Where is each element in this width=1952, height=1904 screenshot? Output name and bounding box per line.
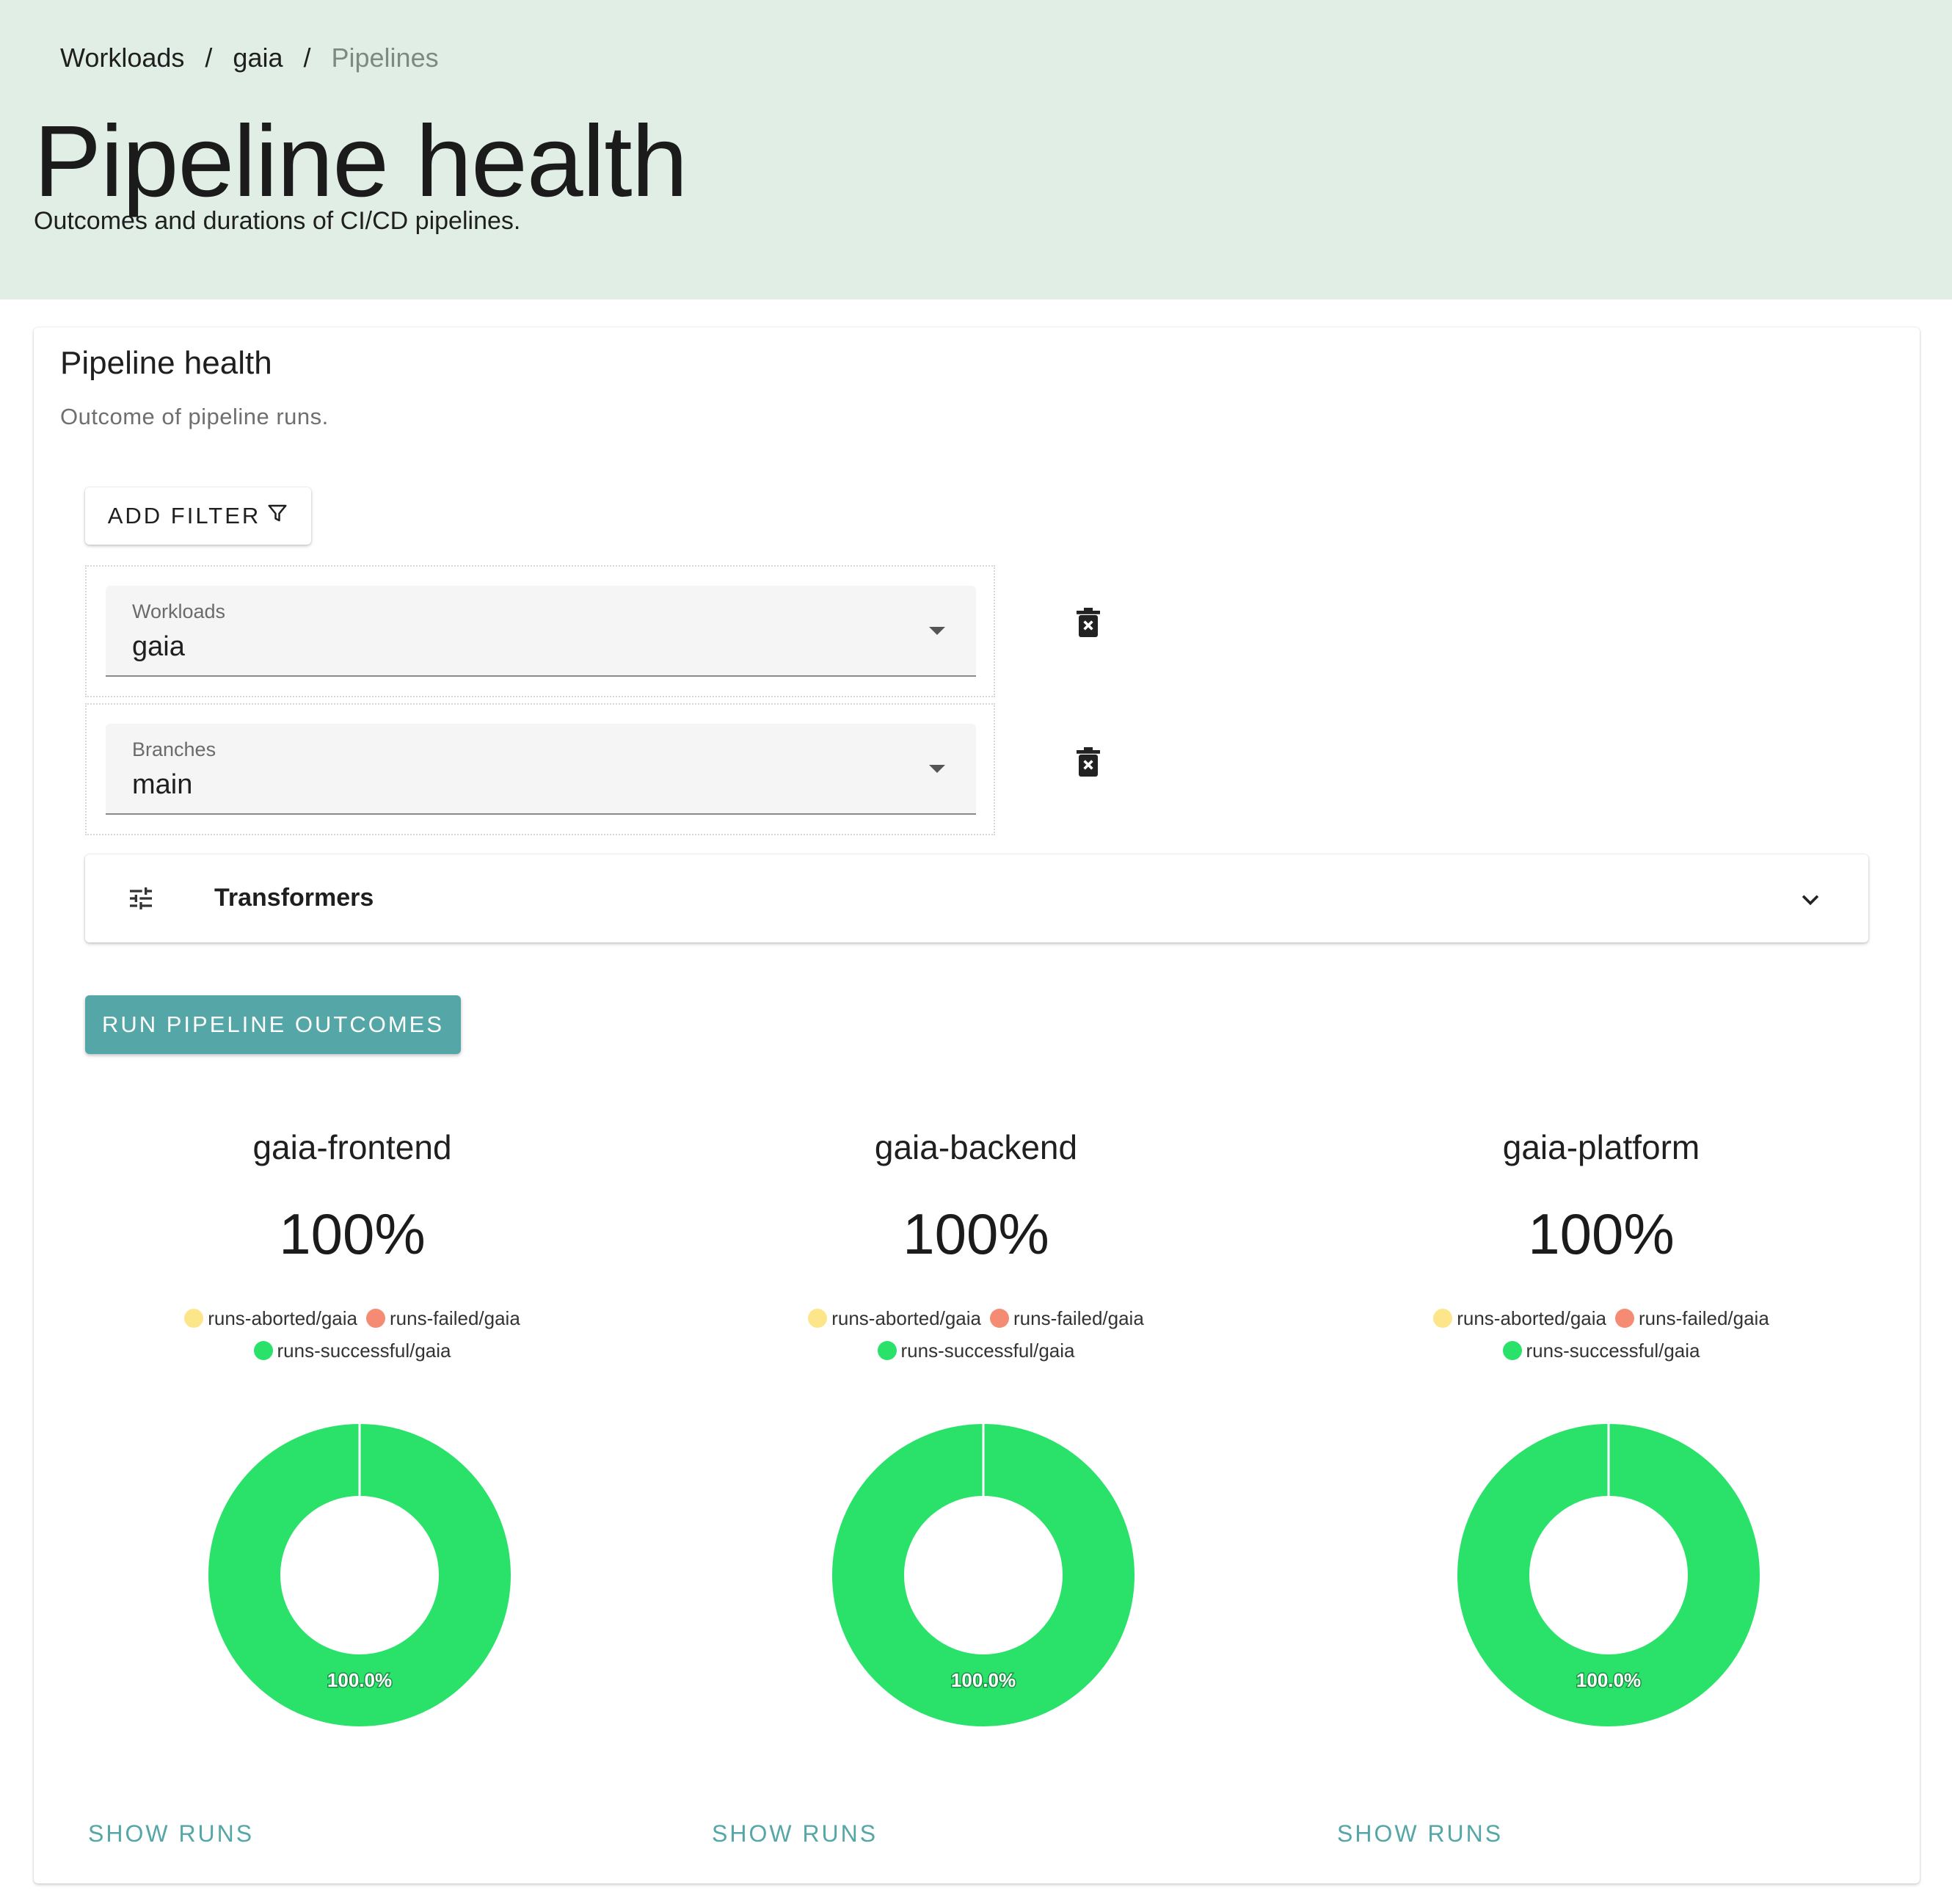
legend-swatch	[1502, 1341, 1522, 1360]
success-percentage: 100%	[279, 1202, 426, 1266]
add-filter-button[interactable]: ADD FILTER	[85, 487, 311, 545]
trash-icon	[1075, 606, 1101, 642]
pipeline-health-card: Pipeline health Outcome of pipeline runs…	[34, 327, 1920, 1883]
breadcrumb-separator: /	[303, 43, 311, 73]
legend-item[interactable]: runs-failed/gaia	[1615, 1304, 1769, 1333]
workloads-select[interactable]: Workloads gaia	[106, 586, 976, 677]
tune-icon	[126, 884, 156, 917]
slice-data-label: 100.0%	[951, 1669, 1016, 1691]
legend-item[interactable]: runs-failed/gaia	[366, 1304, 520, 1333]
breadcrumb-workloads[interactable]: Workloads	[60, 43, 185, 73]
show-runs-button[interactable]: SHOW RUNS	[1337, 1820, 1504, 1847]
donut-chart: 100.0%	[1457, 1424, 1760, 1726]
select-label: Workloads	[132, 600, 226, 622]
legend-label: runs-aborted/gaia	[1457, 1307, 1607, 1329]
delete-workloads-filter-button[interactable]	[1070, 603, 1107, 644]
chart-title: gaia-backend	[874, 1128, 1078, 1166]
chart-title: gaia-frontend	[252, 1128, 452, 1166]
transformers-label: Transformers	[214, 884, 374, 912]
chevron-down-icon	[1798, 887, 1823, 915]
legend-swatch	[253, 1341, 273, 1360]
breadcrumb-current: Pipelines	[331, 43, 439, 73]
slice-data-label: 100.0%	[327, 1669, 392, 1691]
page-subtitle: Outcomes and durations of CI/CD pipeline…	[34, 207, 521, 235]
donut-chart: 100.0%	[832, 1424, 1135, 1726]
legend-item[interactable]: runs-failed/gaia	[990, 1304, 1144, 1333]
success-percentage: 100%	[1528, 1202, 1675, 1266]
success-percentage: 100%	[903, 1202, 1049, 1266]
legend-label: runs-failed/gaia	[390, 1307, 520, 1329]
card-title: Pipeline health	[60, 345, 272, 381]
chart-legend: runs-aborted/gaia runs-failed/gaia runs-su…	[712, 1304, 1240, 1368]
select-value: gaia	[132, 631, 185, 662]
workloads-filter: Workloads gaia	[85, 565, 995, 697]
legend-swatch	[990, 1309, 1010, 1328]
outcome-panel: gaia-backend 100% runs-aborted/gaia runs-fa…	[712, 1127, 1336, 1876]
legend-swatch	[184, 1309, 204, 1328]
page-header: Workloads / gaia / Pipelines Pipeline he…	[0, 0, 1952, 299]
show-runs-button[interactable]: SHOW RUNS	[88, 1820, 255, 1847]
legend-label: runs-aborted/gaia	[208, 1307, 358, 1329]
legend-swatch	[1615, 1309, 1635, 1328]
legend-swatch	[1433, 1309, 1453, 1328]
legend-item[interactable]: runs-aborted/gaia	[1433, 1304, 1606, 1333]
legend-label: runs-successful/gaia	[277, 1340, 451, 1362]
branches-select[interactable]: Branches main	[106, 724, 976, 815]
caret-down-icon	[929, 627, 945, 635]
legend-swatch	[877, 1341, 897, 1360]
branches-filter: Branches main	[85, 703, 995, 835]
legend-label: runs-successful/gaia	[1526, 1340, 1700, 1362]
delete-branches-filter-button[interactable]	[1070, 743, 1107, 784]
outcome-panel: gaia-frontend 100% runs-aborted/gaia runs-f…	[88, 1127, 712, 1876]
chart-title: gaia-platform	[1502, 1128, 1700, 1166]
legend-item[interactable]: runs-aborted/gaia	[184, 1304, 357, 1333]
legend-label: runs-aborted/gaia	[831, 1307, 982, 1329]
legend-swatch	[808, 1309, 828, 1328]
legend-item[interactable]: runs-successful/gaia	[253, 1336, 451, 1365]
legend-label: runs-failed/gaia	[1013, 1307, 1144, 1329]
slice-data-label: 100.0%	[1576, 1669, 1641, 1691]
card-subtitle: Outcome of pipeline runs.	[60, 404, 329, 429]
caret-down-icon	[929, 765, 945, 773]
funnel-icon	[266, 502, 288, 530]
breadcrumb-gaia[interactable]: gaia	[233, 43, 283, 73]
breadcrumb: Workloads / gaia / Pipelines	[60, 43, 439, 73]
legend-swatch	[366, 1309, 386, 1328]
legend-label: runs-successful/gaia	[900, 1340, 1075, 1362]
breadcrumb-separator: /	[205, 43, 213, 73]
donut-chart: 100.0%	[208, 1424, 511, 1726]
select-value: main	[132, 769, 193, 800]
run-pipeline-outcomes-button[interactable]: RUN PIPELINE OUTCOMES	[85, 995, 461, 1054]
show-runs-button[interactable]: SHOW RUNS	[712, 1820, 878, 1847]
legend-label: runs-failed/gaia	[1639, 1307, 1769, 1329]
legend-item[interactable]: runs-successful/gaia	[877, 1336, 1075, 1365]
chart-legend: runs-aborted/gaia runs-failed/gaia runs-su…	[88, 1304, 616, 1368]
select-label: Branches	[132, 738, 216, 760]
transformers-accordion[interactable]: Transformers	[85, 854, 1868, 942]
trash-icon	[1075, 746, 1101, 782]
page-title: Pipeline health	[34, 105, 688, 218]
add-filter-label: ADD FILTER	[107, 503, 261, 528]
outcome-panel: gaia-platform 100% runs-aborted/gaia runs-f…	[1337, 1127, 1952, 1876]
legend-item[interactable]: runs-successful/gaia	[1502, 1336, 1700, 1365]
legend-item[interactable]: runs-aborted/gaia	[808, 1304, 981, 1333]
chart-legend: runs-aborted/gaia runs-failed/gaia runs-su…	[1337, 1304, 1865, 1368]
